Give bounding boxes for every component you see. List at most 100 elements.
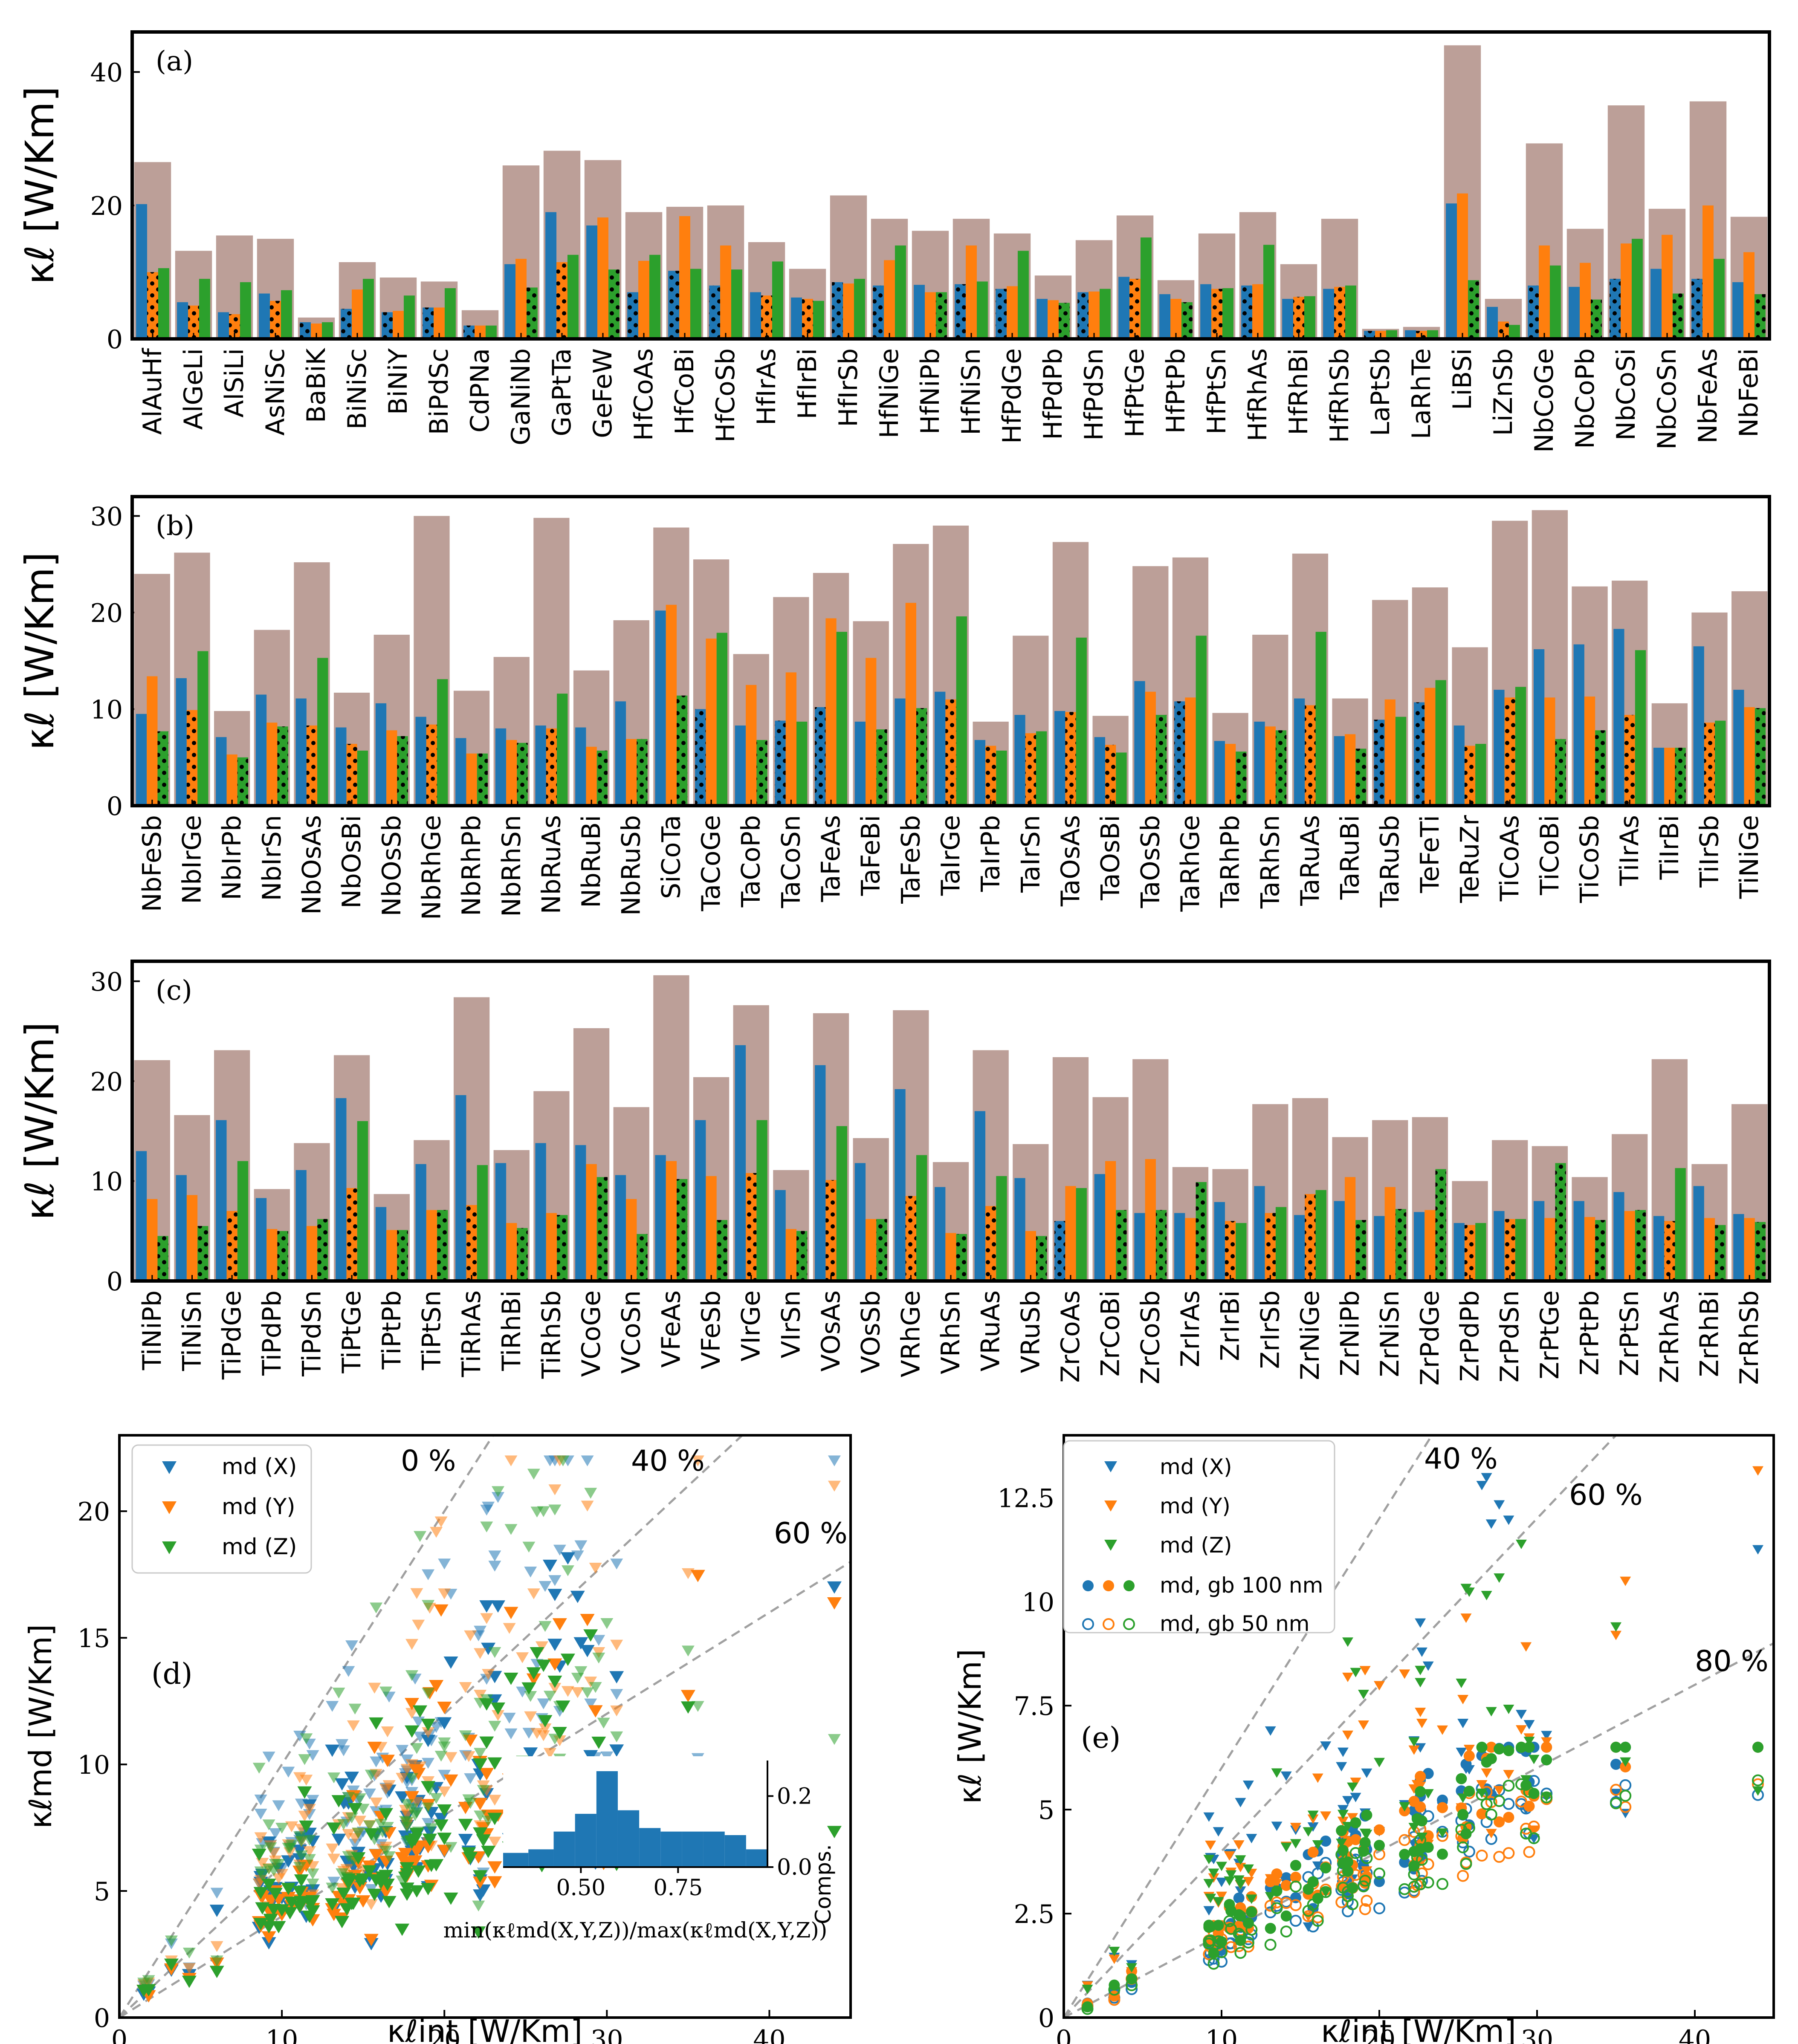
point-y xyxy=(369,1849,384,1862)
point-light-y xyxy=(539,1723,552,1735)
category-label-HfPtSn: HfPtSn xyxy=(1202,348,1232,434)
point-z xyxy=(476,1834,491,1847)
bar-dotted-x-LaPtSb xyxy=(1364,331,1375,339)
bar-group-ZrCoBi xyxy=(1092,1097,1129,1281)
hist-bin xyxy=(596,1771,618,1867)
category-label-HfPdPb: HfPdPb xyxy=(1038,348,1068,440)
point-gb50-z xyxy=(1225,1923,1237,1935)
bar-dotted-z-ZrCoSb xyxy=(1155,1210,1167,1281)
bar-dotted-y-ZrRhAs xyxy=(1664,1221,1675,1281)
bar-x-TaOsBi xyxy=(1094,737,1105,806)
point-light-y xyxy=(444,1752,457,1763)
point-light-z xyxy=(210,1955,223,1966)
bar-dotted-z-VRhSn xyxy=(956,1234,967,1281)
axis-ylabel: κℓ [W/Km] xyxy=(17,552,63,750)
point-light-y xyxy=(474,1690,487,1701)
bar-x-TaFeSb xyxy=(895,698,906,806)
point-gb50-x xyxy=(1289,1914,1302,1927)
bar-z-VRhGe xyxy=(916,1155,927,1281)
point-gb100-z xyxy=(1271,1885,1283,1897)
bar-z-AlSiLi xyxy=(240,282,251,339)
point-md-y xyxy=(1109,1954,1120,1964)
bar-dotted-z-VFeAs xyxy=(677,1179,688,1281)
bar-group-NbOsSb xyxy=(373,634,410,806)
point-light-y xyxy=(571,1687,584,1698)
bar-group-TaOsSb xyxy=(1132,566,1169,806)
category-label-TiCoAs: TiCoAs xyxy=(1495,815,1525,902)
bar-group-TiCoAs xyxy=(1492,520,1528,806)
bar-x-ZrPtPb xyxy=(1573,1201,1584,1281)
bar-group-TaCoSn xyxy=(773,597,809,806)
point-light-x xyxy=(326,1701,339,1712)
point-x xyxy=(547,1639,562,1651)
bar-y-TeFeTi xyxy=(1425,688,1436,806)
inset-xlabel: min(κℓmd(X,Y,Z))/max(κℓmd(X,Y,Z)) xyxy=(443,1918,828,1943)
point-gb100-z xyxy=(1437,1848,1448,1860)
category-label-TaRuSb: TaRuSb xyxy=(1375,815,1405,908)
bar-group-ZrPdSn xyxy=(1492,1140,1528,1281)
bar-group-NbRuBi xyxy=(573,670,610,806)
point-md-z xyxy=(1350,1668,1361,1677)
bar-y-TaCoPb xyxy=(746,685,757,806)
bar-dotted-z-ZrPdGe xyxy=(1435,1169,1446,1281)
bar-x-TaFeBi xyxy=(854,721,866,806)
point-md-x xyxy=(1457,1719,1469,1729)
bar-group-ZrRhSb xyxy=(1731,1104,1768,1281)
bar-group-HfPtGe xyxy=(1116,215,1154,339)
point-gb50-z xyxy=(1408,1881,1420,1893)
point-x xyxy=(437,1717,452,1730)
bar-group-NbOsBi xyxy=(333,692,370,806)
bar-group-TiNiPb xyxy=(134,1060,170,1281)
bar-x-TiPtGe xyxy=(336,1098,347,1281)
category-label-TiNiPb: TiNiPb xyxy=(137,1290,167,1370)
point-gb50-z xyxy=(1414,1878,1427,1891)
point-light-z xyxy=(491,1486,504,1497)
bar-y-NbRuBi xyxy=(586,746,597,806)
bar-y-TiNiSn xyxy=(186,1195,198,1281)
bar-dotted-z-NbOsSb xyxy=(397,736,408,806)
bar-group-NbRuAs xyxy=(533,518,570,806)
bar-dotted-x-ZrCoAs xyxy=(1054,1221,1065,1281)
point-md-x xyxy=(1235,1798,1246,1807)
point-z xyxy=(297,1786,312,1799)
point-md-x xyxy=(1271,1821,1283,1831)
point-light-y xyxy=(182,1963,196,1974)
point-md-z xyxy=(1399,1802,1410,1812)
bar-y-TaRhGe xyxy=(1185,697,1196,806)
bar-group-ZrIrSb xyxy=(1252,1104,1288,1281)
point-md-x xyxy=(1416,1647,1427,1657)
point-light-z xyxy=(368,1834,381,1845)
point-light-z xyxy=(400,1799,414,1810)
point-light-z xyxy=(553,1701,566,1712)
point-gb50-z xyxy=(1436,1878,1448,1890)
xtick-label: 10 xyxy=(266,2025,298,2044)
scatter-panel-e: 0 10 20 30 40 0 2.5 5 7.5 10 12.5 (e) 40 % 60 % 80… xyxy=(952,1434,1775,2044)
category-label-ZrRhAs: ZrRhAs xyxy=(1655,1290,1685,1383)
category-label-VIrGe: VIrGe xyxy=(736,1290,766,1362)
point-md-x xyxy=(1463,1765,1475,1775)
bar-dotted-y-VOsAs xyxy=(825,1180,837,1281)
point-md-z xyxy=(1415,1678,1426,1688)
point-gb100-z xyxy=(1620,1741,1631,1753)
ytick-label: 10 xyxy=(78,1750,110,1780)
category-label-TaRuBi: TaRuBi xyxy=(1335,815,1365,900)
bar-y-HfPtPb xyxy=(1170,299,1181,339)
point-light-y xyxy=(298,1810,311,1822)
point-md-z xyxy=(1437,1828,1448,1838)
point-md-x xyxy=(1752,1545,1763,1555)
bar-dotted-z-TiIrBi xyxy=(1675,748,1686,806)
point-light-y xyxy=(412,1619,425,1631)
point-light-x xyxy=(414,1732,427,1743)
point-md-y xyxy=(1503,1770,1514,1780)
bar-x-VRuAs xyxy=(974,1111,986,1281)
panel-e-label: (e) xyxy=(1081,1721,1120,1755)
point-md-z xyxy=(1208,1868,1219,1878)
point-gb50-y xyxy=(1361,1894,1373,1907)
point-light-z xyxy=(691,1701,704,1712)
bar-group-SiCoTa xyxy=(653,527,689,806)
bar-y-TiRhSb xyxy=(546,1213,557,1281)
point-z xyxy=(552,1727,567,1740)
bar-group-TiRhSb xyxy=(533,1091,570,1281)
point-light-y xyxy=(396,1772,409,1784)
point-gb100-z xyxy=(1203,1920,1215,1931)
